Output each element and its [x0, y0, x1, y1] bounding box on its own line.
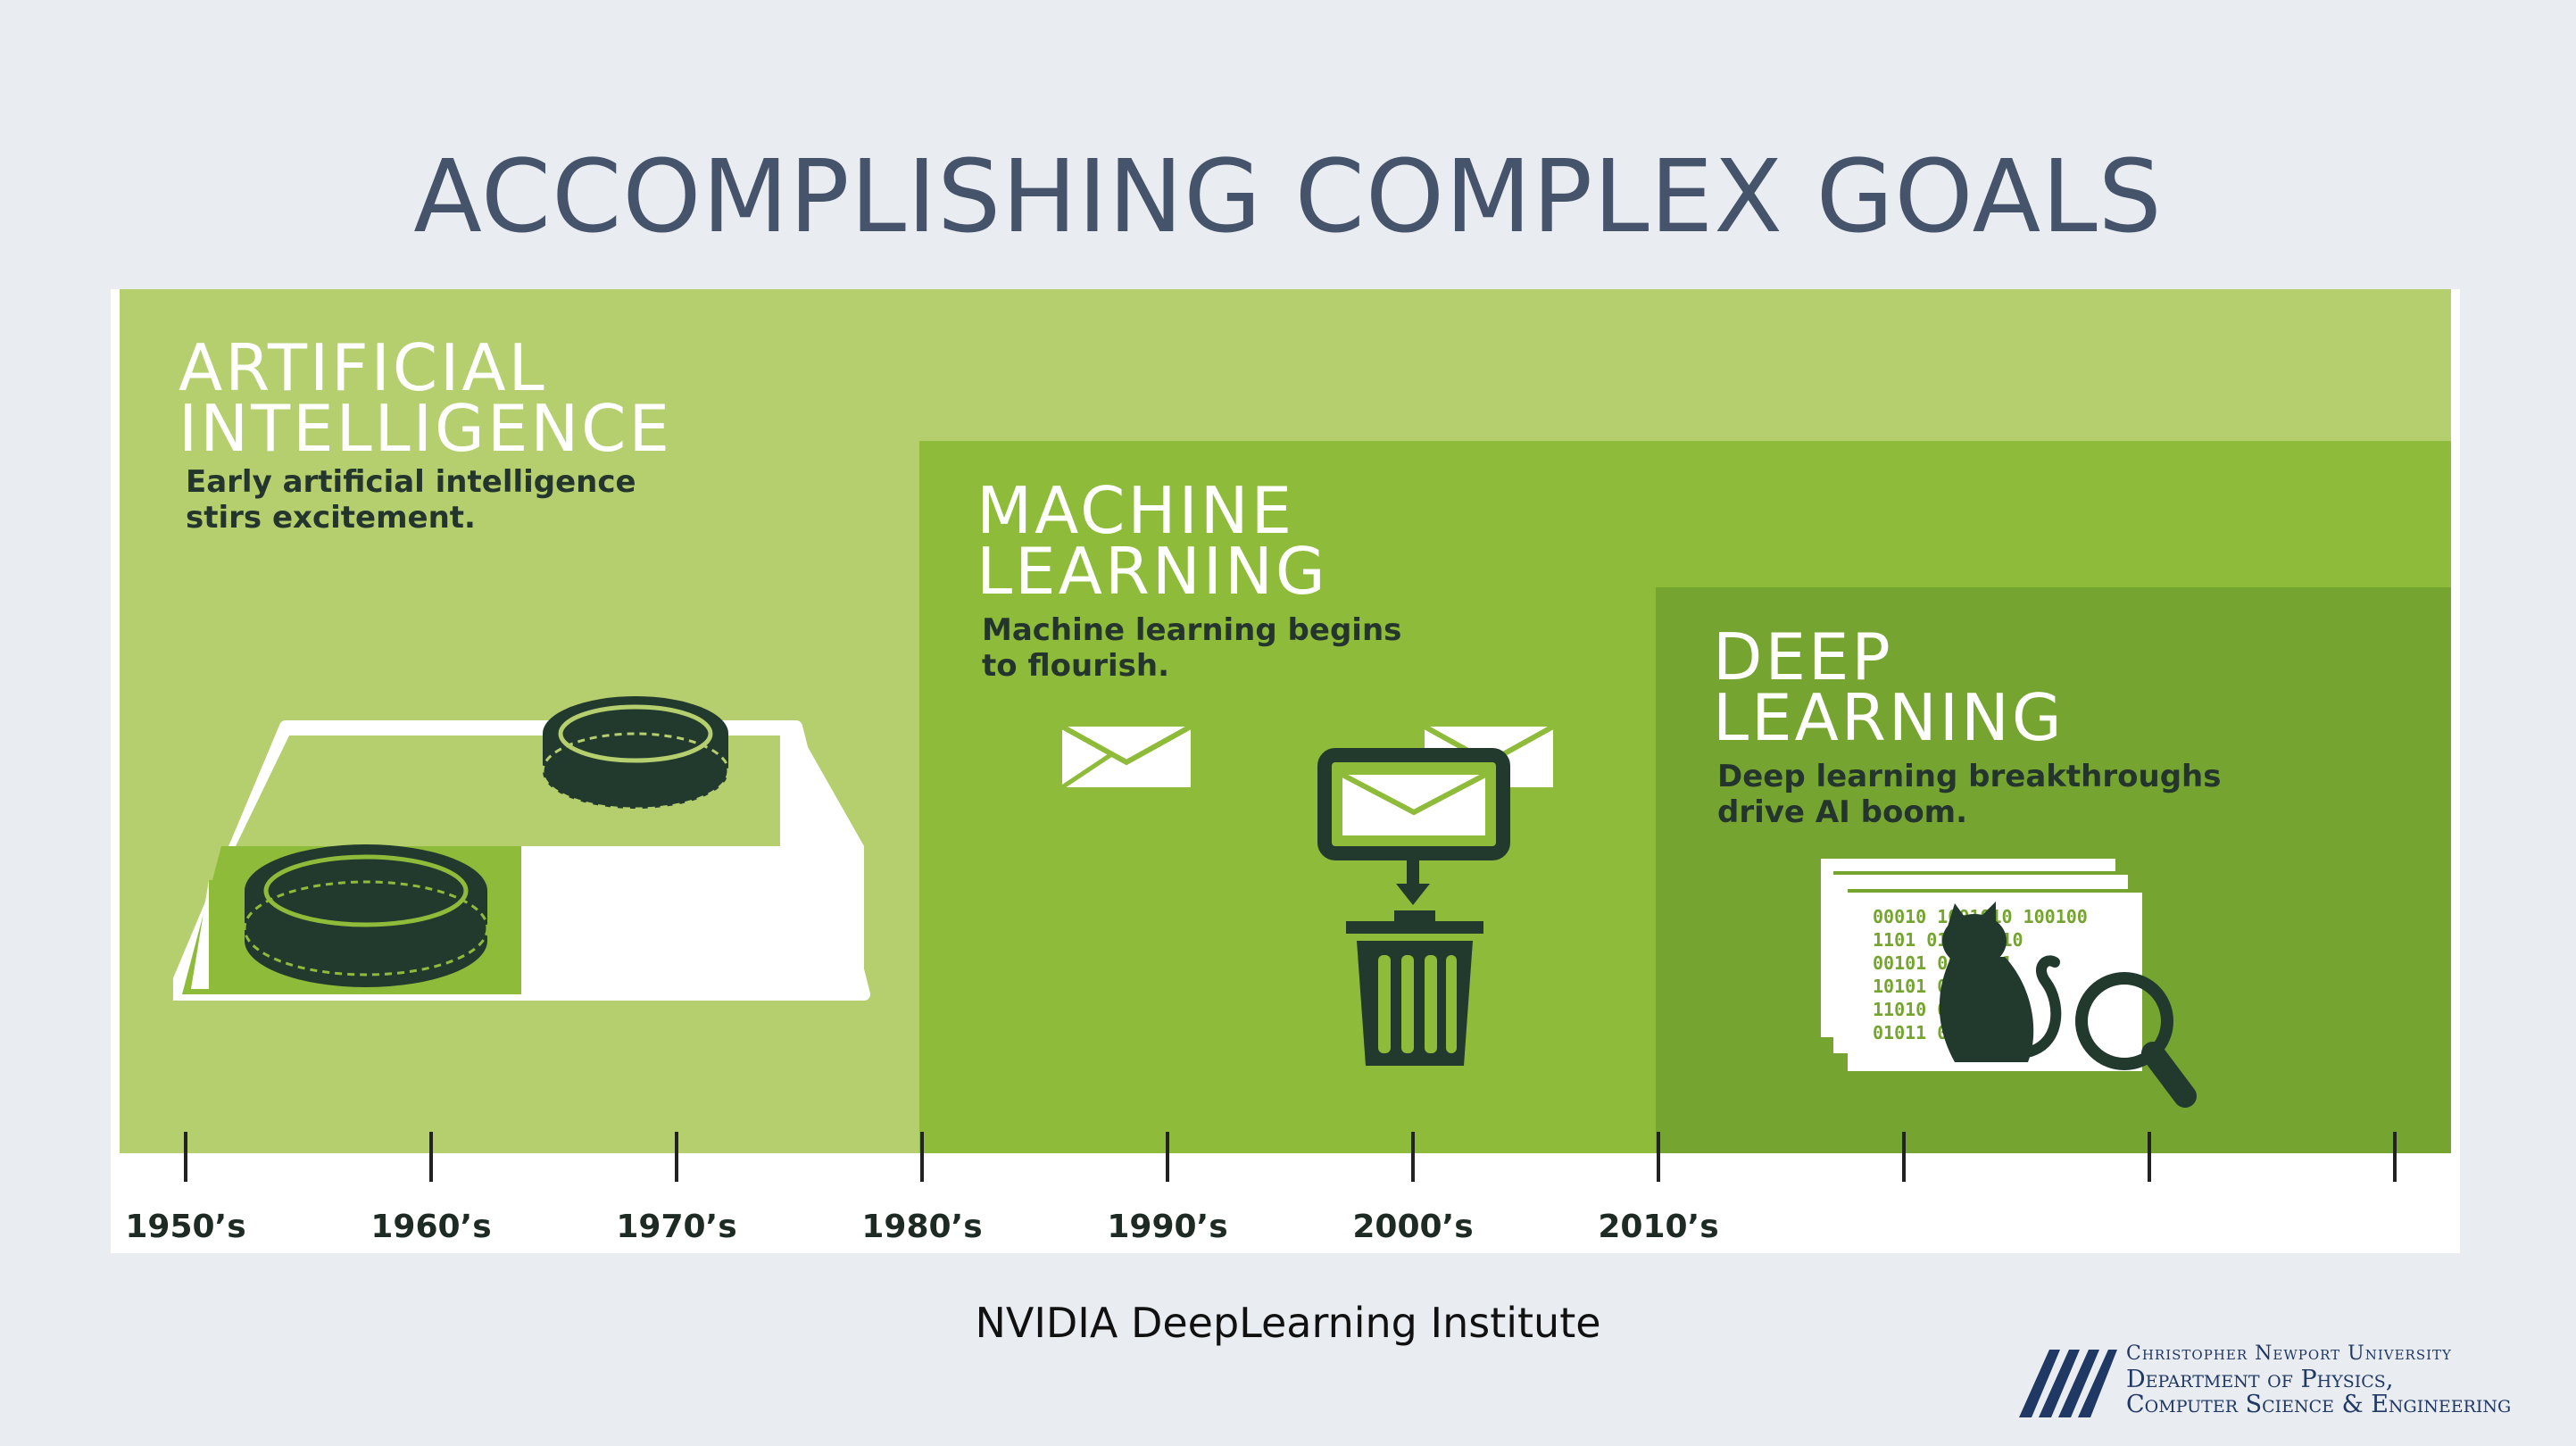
timeline-tick: [1902, 1132, 1906, 1182]
timeline-tick: [184, 1132, 187, 1182]
cat-icon: [1939, 902, 2062, 1062]
spam-filter-icon: [1060, 724, 1555, 1066]
timeline-label: 2010’s: [1598, 1209, 1719, 1245]
timeline-tick: [1166, 1132, 1169, 1182]
timeline-axis: 1950’s 1960’s 1970’s 1980’s 1990’s 2000’s 2010…: [111, 1132, 2460, 1253]
timeline-tick: [429, 1132, 433, 1182]
timeline-tick: [1411, 1132, 1415, 1182]
timeline-tick: [1657, 1132, 1660, 1182]
timeline-label: 2000’s: [1352, 1209, 1474, 1245]
ml-heading: MACHINE LEARNING: [976, 473, 1328, 609]
timeline-tick: [920, 1132, 924, 1182]
timeline-label: 1960’s: [370, 1209, 492, 1245]
timeline-tick: [675, 1132, 678, 1182]
ai-ml-dl-infographic: ARTIFICIAL INTELLIGENCE Early artificial…: [111, 289, 2460, 1253]
ml-description: Machine learning begins to flourish.: [982, 612, 1402, 684]
timeline-label: 1970’s: [616, 1209, 737, 1245]
slide-title: ACCOMPLISHING COMPLEX GOALS: [413, 139, 2163, 255]
logo-department-line1: Department of Physics,: [2126, 1366, 2394, 1393]
envelope-icon: [1060, 724, 1192, 790]
cnu-logo-icon: [2019, 1350, 2117, 1417]
timeline-label: 1980’s: [861, 1209, 983, 1245]
timeline-label: 1950’s: [125, 1209, 246, 1245]
magnifier-icon: [2075, 972, 2197, 1108]
ai-description: Early artificial intelligence stirs exci…: [186, 464, 636, 536]
timeline-tick: [2148, 1132, 2151, 1182]
ai-heading: ARTIFICIAL INTELLIGENCE: [179, 330, 672, 466]
source-caption: NVIDIA DeepLearning Institute: [975, 1299, 1601, 1347]
dl-heading: DEEP LEARNING: [1713, 619, 2065, 755]
checkers-board-icon: [173, 696, 870, 1001]
logo-university-name: Christopher Newport University: [2126, 1342, 2452, 1365]
timeline-tick: [2393, 1132, 2397, 1182]
dl-description: Deep learning breakthroughs drive AI boo…: [1717, 759, 2222, 830]
university-logo: Christopher Newport University Departmen…: [2019, 1342, 2564, 1423]
logo-department-line2: Computer Science & Engineering: [2126, 1391, 2512, 1418]
timeline-label: 1990’s: [1107, 1209, 1228, 1245]
